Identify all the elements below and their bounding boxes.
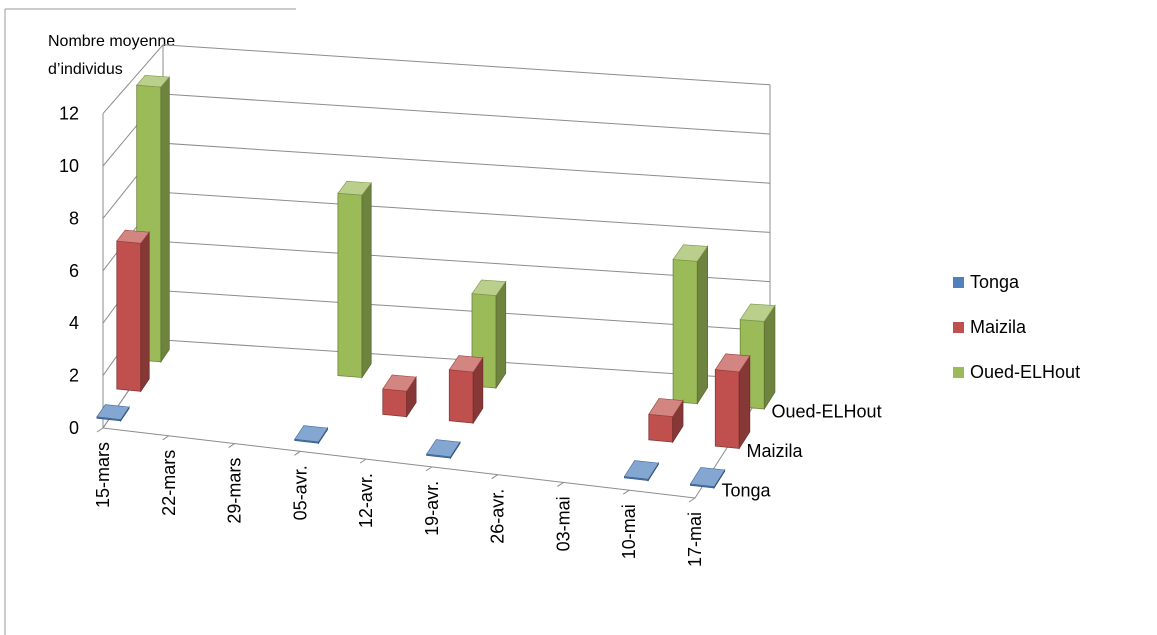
depth-axis-label: Oued-ELHout bbox=[772, 402, 882, 422]
legend-swatch bbox=[953, 367, 964, 378]
bar-top-face bbox=[116, 229, 150, 244]
bar-front-face bbox=[648, 413, 674, 443]
bar-maizila-4 bbox=[382, 374, 417, 419]
bar-maizila-0 bbox=[116, 229, 150, 393]
legend-swatch bbox=[953, 322, 964, 333]
gridline bbox=[102, 241, 771, 324]
bar-top-face bbox=[294, 425, 329, 443]
bar-top-face bbox=[739, 303, 776, 322]
gridline bbox=[102, 93, 771, 167]
bar-maizila-9 bbox=[714, 353, 751, 450]
y-axis-label: Nombre moyenne d’individus bbox=[48, 28, 175, 84]
bar-side-face bbox=[140, 231, 150, 393]
gridline bbox=[102, 142, 771, 219]
x-tick-label: 12-avr. bbox=[356, 473, 376, 528]
x-tick-label: 05-avr. bbox=[290, 465, 310, 520]
bar-top-face bbox=[471, 279, 507, 296]
bar-oued-elhout-3 bbox=[337, 180, 372, 379]
y-tick-label: 6 bbox=[69, 261, 79, 281]
bar-oued-elhout-8 bbox=[672, 244, 709, 405]
bar-tonga-3 bbox=[294, 425, 329, 445]
gridline bbox=[102, 44, 771, 114]
y-tick-label: 4 bbox=[69, 313, 79, 333]
bar-side-face bbox=[361, 181, 372, 379]
legend: Tonga Maizila Oued-ELHout bbox=[953, 272, 1080, 382]
bars bbox=[96, 74, 776, 490]
bar-top-face bbox=[448, 355, 484, 373]
y-axis-label-line-2: d’individus bbox=[48, 61, 123, 78]
bar-top-face bbox=[426, 439, 461, 458]
y-tick-label: 0 bbox=[69, 418, 79, 438]
legend-label: Maizila bbox=[970, 317, 1027, 337]
depth-axis-label: Maizila bbox=[747, 441, 804, 461]
bar-front-face bbox=[714, 369, 740, 449]
bar-tonga-0 bbox=[96, 404, 130, 423]
x-tick-mark bbox=[228, 443, 235, 448]
y-axis-label-line-1: Nombre moyenne bbox=[48, 33, 176, 50]
bar-tonga-8 bbox=[623, 460, 660, 482]
bar-side-face bbox=[763, 304, 776, 411]
x-tick-label: 03-mai bbox=[553, 496, 573, 551]
gridline bbox=[102, 191, 771, 272]
x-tick-mark bbox=[425, 466, 433, 472]
x-tick-label: 10-mai bbox=[619, 504, 639, 559]
bar-top-face bbox=[382, 374, 417, 392]
bar-side-face bbox=[160, 76, 170, 364]
bar-front-face bbox=[672, 258, 698, 405]
bar-front-face bbox=[448, 369, 474, 424]
bar-side-face bbox=[495, 280, 507, 390]
x-tick-mark bbox=[359, 458, 367, 464]
x-tick-mark bbox=[622, 489, 630, 495]
y-tick-label: 8 bbox=[69, 208, 79, 228]
gridline bbox=[102, 290, 771, 376]
x-tick-label: 17-mai bbox=[685, 512, 705, 567]
x-tick-mark bbox=[688, 497, 696, 503]
legend-swatch bbox=[953, 277, 964, 288]
bar-tonga-5 bbox=[426, 439, 461, 460]
bar-front-face bbox=[337, 192, 363, 378]
bar-tonga-9 bbox=[689, 467, 726, 490]
bar-side-face bbox=[696, 245, 708, 405]
bar-front-face bbox=[382, 388, 408, 418]
bar-top-face bbox=[623, 460, 660, 480]
bar-top-face bbox=[337, 180, 372, 196]
bar-top-face bbox=[96, 404, 130, 420]
bar-top-face bbox=[136, 74, 170, 88]
x-tick-label: 15-mars bbox=[93, 442, 113, 508]
bar-maizila-5 bbox=[448, 355, 484, 425]
x-tick-mark bbox=[557, 482, 564, 487]
x-tick-label: 22-mars bbox=[159, 450, 179, 516]
x-tick-mark bbox=[294, 450, 301, 456]
x-tick-label: 19-avr. bbox=[422, 481, 442, 536]
bar-top-face bbox=[648, 398, 684, 417]
x-tick-mark bbox=[162, 435, 170, 441]
x-tick-label: 29-mars bbox=[225, 458, 245, 524]
bar-top-face bbox=[689, 467, 726, 487]
y-tick-label: 12 bbox=[59, 104, 79, 124]
legend-label: Tonga bbox=[970, 272, 1020, 292]
x-tick-label: 26-avr. bbox=[488, 489, 508, 544]
y-tick-label: 2 bbox=[69, 366, 79, 386]
depth-axis-label: Tonga bbox=[722, 480, 772, 500]
x-tick-mark bbox=[96, 427, 104, 433]
bar-top-face bbox=[672, 244, 709, 262]
y-tick-label: 10 bbox=[59, 156, 79, 176]
bar-front-face bbox=[116, 240, 142, 392]
legend-label: Oued-ELHout bbox=[970, 362, 1080, 382]
x-tick-mark bbox=[491, 474, 498, 480]
bar-top-face bbox=[714, 353, 751, 373]
bar-maizila-8 bbox=[648, 398, 684, 444]
